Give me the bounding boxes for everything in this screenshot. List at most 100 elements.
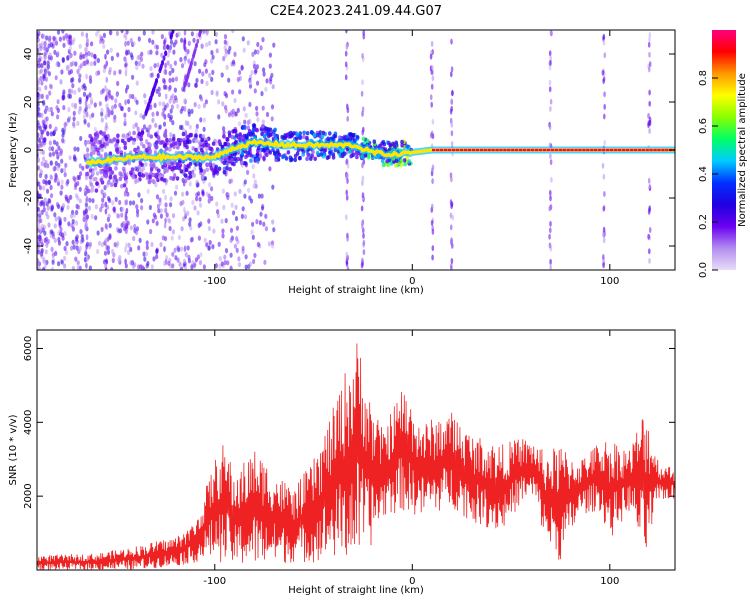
ridge-blob (309, 156, 313, 161)
ridge-blob (95, 147, 100, 152)
noise-blob (248, 195, 252, 201)
ridge-blob (345, 134, 350, 139)
noise-blob (62, 105, 66, 111)
noise-blob (218, 256, 222, 262)
ridge-blob (249, 158, 253, 163)
noise-blob (47, 179, 51, 185)
noise-blob (64, 194, 68, 200)
streak-blob (346, 178, 349, 184)
noise-blob (262, 221, 266, 227)
noise-blob (94, 204, 98, 210)
streak-blob (548, 79, 552, 86)
ridge-blob (151, 161, 156, 166)
noise-blob (169, 63, 173, 69)
streak-blob (648, 61, 652, 68)
noise-blob (46, 130, 50, 136)
noise-blob (97, 240, 102, 246)
noise-blob (72, 110, 76, 116)
noise-blob (63, 255, 67, 261)
ridge-blob (98, 139, 102, 145)
ridge-core (538, 148, 543, 152)
ridge-blob (184, 167, 189, 173)
noise-blob (90, 213, 94, 220)
noise-blob (51, 233, 56, 240)
noise-blob (148, 37, 152, 44)
noise-blob (61, 137, 65, 144)
noise-blob (74, 256, 78, 262)
noise-blob (40, 251, 44, 257)
noise-blob (71, 83, 75, 89)
streak-blob (105, 122, 108, 129)
noise-blob (74, 241, 78, 247)
streak-blob (648, 31, 652, 38)
noise-blob (268, 52, 272, 58)
noise-blob (89, 61, 93, 67)
noise-blob (262, 71, 266, 77)
noise-blob (260, 205, 265, 211)
noise-blob (198, 202, 203, 208)
ridge-core (503, 148, 507, 152)
noise-blob (41, 149, 45, 155)
streak-blob (430, 40, 434, 47)
noise-blob (181, 191, 185, 197)
noise-blob (79, 171, 83, 177)
noise-blob (205, 80, 209, 87)
ridge-blob (305, 135, 309, 141)
noise-blob (165, 212, 169, 218)
noise-blob (116, 52, 120, 58)
noise-blob (99, 207, 103, 213)
streak-blob (125, 87, 128, 94)
noise-blob (51, 259, 55, 265)
noise-blob (42, 156, 46, 162)
noise-blob (76, 120, 80, 126)
streak-blob (549, 258, 552, 265)
ridge-blob (254, 157, 259, 163)
noise-blob (37, 33, 40, 39)
streak-blob (429, 132, 433, 139)
streak-blob (648, 183, 651, 190)
ridge-blob (319, 152, 324, 157)
ridge-blob (205, 167, 209, 172)
ridge-core (598, 148, 602, 152)
noise-blob (196, 182, 200, 188)
streak-blob (164, 50, 168, 57)
noise-blob (61, 30, 65, 34)
x-tick-label: -100 (203, 276, 226, 287)
colorbar-bar (712, 30, 736, 270)
ridge-blob (301, 152, 306, 157)
ridge-blob (315, 133, 320, 138)
ridge-core (645, 148, 649, 152)
noise-blob (171, 77, 175, 83)
ridge-blob (121, 166, 126, 171)
noise-blob (69, 77, 74, 84)
noise-blob (159, 242, 163, 248)
noise-blob (203, 62, 207, 68)
ridge-blob (154, 132, 158, 137)
ridge-core (617, 148, 622, 152)
noise-blob (166, 60, 170, 66)
noise-blob (238, 69, 242, 76)
noise-blob (129, 37, 133, 44)
noise-blob (110, 267, 114, 270)
noise-blob (65, 181, 69, 187)
ridge-blob (137, 131, 142, 137)
ridge-blob (261, 124, 265, 129)
noise-blob (171, 251, 175, 257)
ridge-blob (166, 160, 170, 165)
noise-blob (159, 208, 163, 214)
streak-blob (103, 191, 107, 198)
streak-blob (163, 113, 166, 120)
noise-blob (174, 95, 178, 101)
noise-blob (260, 91, 264, 97)
streak-blob (548, 124, 552, 131)
noise-blob (41, 119, 45, 125)
streak-blob (164, 104, 167, 111)
noise-blob (43, 45, 47, 51)
ridge-blob (93, 166, 98, 171)
streak-blob (124, 57, 127, 64)
ridge-blob (156, 135, 161, 140)
streak-blob (362, 33, 366, 40)
ridge-core (586, 148, 590, 152)
noise-blob (137, 61, 141, 67)
ridge-blob (99, 177, 104, 183)
